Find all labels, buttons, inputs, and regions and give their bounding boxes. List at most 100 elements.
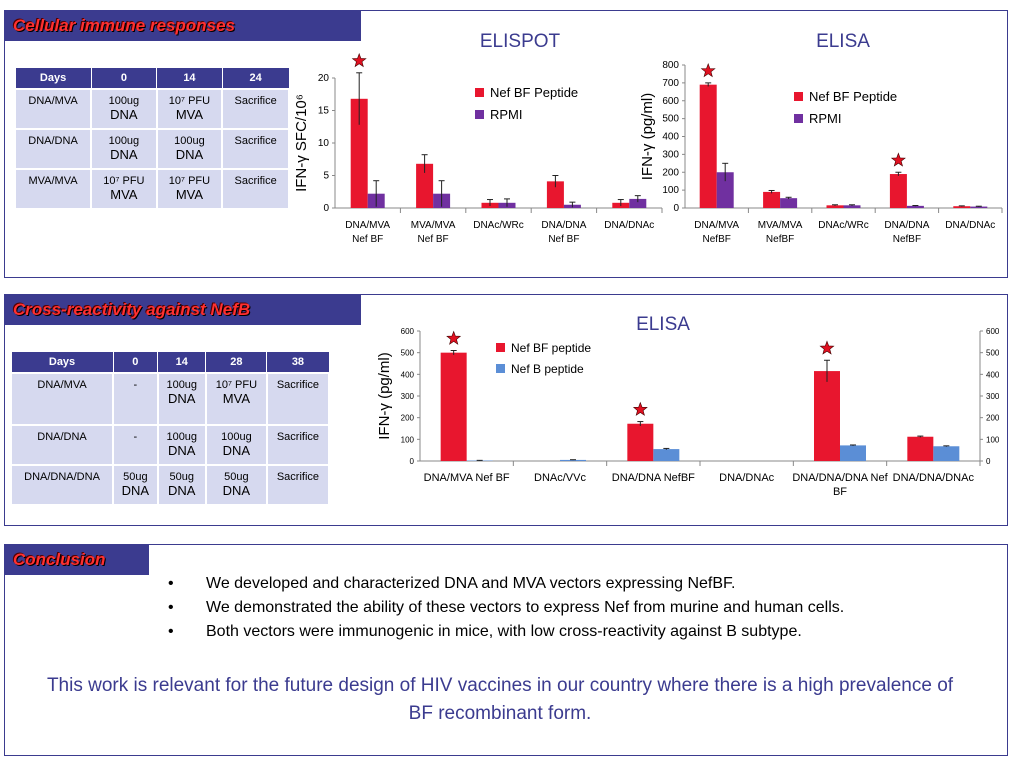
bar bbox=[906, 205, 924, 208]
x-tick-label: DNA/MVA Nef BF bbox=[424, 472, 510, 484]
cell-text-main: DNA bbox=[168, 391, 196, 406]
cellular-section-title: Cellular immune responses bbox=[5, 11, 361, 41]
conclusion-item: • We developed and characterized DNA and … bbox=[168, 572, 844, 596]
table-row: DNA/MVA -100ug DNA 10⁷ PFU MVA Sacrifice bbox=[9, 372, 331, 426]
x-tick-label: MVA/MVA bbox=[758, 220, 803, 231]
cell-text: 10⁷ PFU bbox=[103, 175, 145, 187]
table-cell: DNA/DNA bbox=[9, 424, 115, 466]
cell-text: 100ug bbox=[108, 135, 140, 147]
table-cell: DNA/DNA/DNA bbox=[9, 464, 115, 506]
x-tick-label: DNA/DNA bbox=[884, 220, 929, 231]
y-tick-label: 200 bbox=[662, 167, 679, 178]
x-tick-label: MVA/MVA bbox=[411, 220, 456, 231]
y-tick-label: 500 bbox=[662, 114, 679, 125]
y-tick-label-right: 0 bbox=[986, 457, 991, 466]
y-tick-label-right: 600 bbox=[986, 327, 1000, 336]
y-tick-label: 10 bbox=[318, 138, 330, 149]
conclusion-item: • Both vectors were immunogenic in mice, … bbox=[168, 620, 844, 644]
y-tick-label: 300 bbox=[401, 392, 415, 401]
y-tick-label-right: 500 bbox=[986, 349, 1000, 358]
table-cell: Sacrifice bbox=[265, 464, 331, 506]
x-tick-label: DNAc/VVc bbox=[534, 472, 586, 484]
bar bbox=[629, 198, 647, 208]
y-tick-label: 0 bbox=[410, 457, 415, 466]
significance-star-icon bbox=[446, 330, 462, 345]
bullet-icon: • bbox=[168, 623, 174, 640]
table-cell: 100ug DNA bbox=[156, 372, 207, 426]
conclusion-section-title: Conclusion bbox=[5, 545, 149, 575]
table-header-cell: 14 bbox=[157, 351, 207, 374]
x-tick-label: DNAc/WRc bbox=[473, 220, 524, 231]
table-row: DNA/DNA 100ug DNA 100ug DNA Sacrifice bbox=[13, 128, 290, 170]
y-tick-label: 0 bbox=[673, 203, 679, 214]
table-cell: DNA/DNA bbox=[13, 128, 93, 170]
legend-label: RPMI bbox=[809, 111, 842, 126]
table-cell: Sacrifice bbox=[265, 424, 331, 466]
table-header-cell: 14 bbox=[156, 67, 223, 90]
table-cell: 50ug DNA bbox=[204, 464, 268, 506]
cell-text-main: MVA bbox=[110, 187, 138, 202]
cell-text: DNA/MVA bbox=[37, 379, 87, 391]
x-tick-label: DNA/DNA/DNAc bbox=[893, 472, 975, 484]
bar bbox=[763, 191, 781, 208]
legend-label: Nef B peptide bbox=[511, 362, 584, 376]
y-tick-label: 600 bbox=[401, 327, 415, 336]
significance-star-icon bbox=[700, 63, 716, 78]
table-cell: Sacrifice bbox=[221, 88, 290, 130]
cell-text: 100ug bbox=[221, 431, 252, 443]
significance-star-icon bbox=[632, 401, 648, 416]
cell-text: 10⁷ PFU bbox=[168, 175, 211, 187]
legend-label: Nef BF Peptide bbox=[490, 85, 578, 100]
cell-text-main: DNA bbox=[110, 147, 138, 162]
y-tick-label: 100 bbox=[401, 435, 415, 444]
cell-text: 50ug bbox=[169, 471, 194, 483]
x-tick-label: Nef BF bbox=[418, 234, 449, 245]
table-header-cell: 0 bbox=[112, 351, 159, 374]
y-tick-label: 200 bbox=[401, 414, 415, 423]
table-cell: 10⁷ PFU MVA bbox=[155, 88, 224, 130]
y-tick-label-right: 400 bbox=[986, 370, 1000, 379]
table-cell: 10⁷ PFU MVA bbox=[155, 168, 224, 210]
cell-text: 100ug bbox=[166, 431, 198, 443]
conclusion-panel bbox=[4, 544, 1008, 756]
legend-swatch bbox=[475, 88, 484, 97]
bar bbox=[953, 206, 971, 208]
cell-text: Sacrifice bbox=[276, 379, 320, 391]
cell-text: 100ug bbox=[174, 135, 205, 147]
y-tick-label: 800 bbox=[662, 60, 679, 71]
bar bbox=[560, 459, 586, 461]
cell-text-main: DNA bbox=[222, 443, 251, 458]
cell-text-main: MVA bbox=[175, 187, 204, 202]
bar bbox=[546, 181, 564, 208]
legend-label: Nef BF Peptide bbox=[809, 89, 897, 104]
legend-swatch bbox=[496, 343, 505, 352]
table-cell: - bbox=[112, 424, 159, 466]
bar bbox=[826, 205, 844, 208]
y-tick-label: 400 bbox=[401, 370, 415, 379]
cell-text-main: DNA bbox=[121, 483, 150, 498]
bar bbox=[907, 436, 934, 461]
x-tick-label: NefBF bbox=[703, 234, 731, 245]
x-tick-label: DNA/DNAc bbox=[945, 220, 995, 231]
table-cell: 50ug DNA bbox=[112, 464, 159, 506]
legend-swatch bbox=[794, 114, 803, 123]
cell-text: 10⁷ PFU bbox=[215, 379, 258, 391]
table-cell: Sacrifice bbox=[221, 168, 290, 210]
cell-text: 50ug bbox=[123, 471, 148, 483]
y-tick-label: 600 bbox=[662, 96, 679, 107]
table-cell: MVA/MVA bbox=[13, 168, 93, 210]
table-header-cell: 38 bbox=[266, 351, 330, 374]
immunization-schedule-table-1: Days 0 14 24 DNA/MVA 100ug DNA 10⁷ PFU MVA Sacrif… bbox=[13, 67, 290, 210]
bar bbox=[933, 446, 960, 461]
bar bbox=[814, 371, 840, 461]
chart-title: ELISA bbox=[816, 31, 870, 52]
y-tick-label: 100 bbox=[662, 185, 679, 196]
cell-text-main: DNA bbox=[175, 147, 204, 162]
elisa-chart-1: ELISA IFN-γ (pg/ml) 0 100 200 300 400 500 600 700… bbox=[640, 31, 1003, 245]
significance-star-icon bbox=[819, 340, 835, 355]
cell-text-main: DNA bbox=[222, 483, 251, 498]
y-axis-label: IFN-γ SFC/10⁶ bbox=[293, 94, 310, 192]
bar bbox=[627, 423, 654, 461]
cell-text: Sacrifice bbox=[276, 431, 320, 443]
bar bbox=[699, 84, 717, 208]
